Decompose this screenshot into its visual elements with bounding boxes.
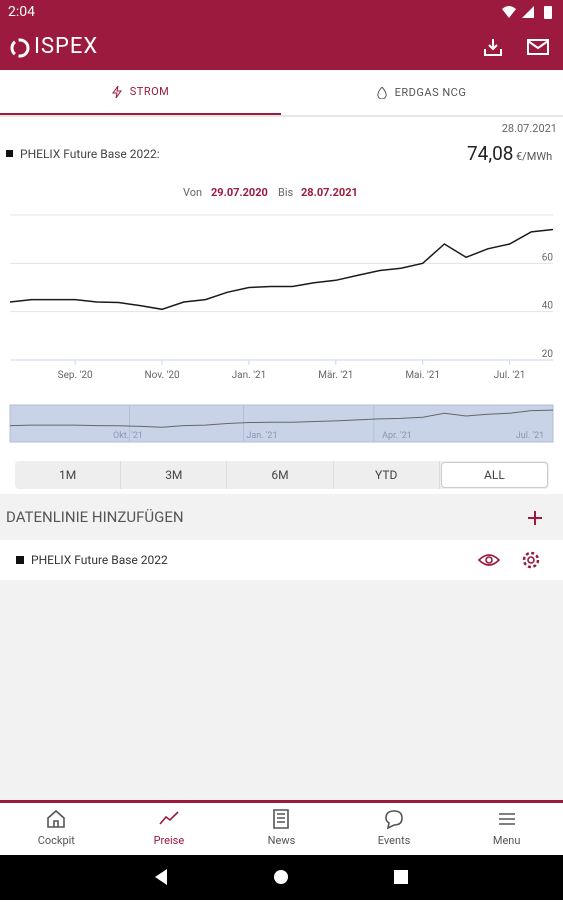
nav-icon (273, 809, 290, 829)
quote-date: 28.07.2021 (501, 122, 557, 135)
data-line-header: DATENLINIE HINZUFÜGEN (0, 494, 563, 540)
data-line-title: DATENLINIE HINZUFÜGEN (6, 508, 184, 526)
nav-label: Events (377, 834, 411, 847)
nav-icon (498, 813, 515, 825)
y-tick-label: 40 (542, 301, 554, 312)
mail-button[interactable] (527, 38, 549, 56)
tab-label: STROM (129, 85, 170, 98)
quote-value: 74,08 (467, 142, 514, 165)
range-button[interactable]: 1M (15, 461, 122, 489)
add-button[interactable] (527, 510, 543, 526)
app-bar: ISPEX (0, 25, 563, 70)
series-swatch (16, 556, 24, 564)
nav-icon (385, 810, 403, 830)
quote: 28.07.2021 PHELIX Future Base 2022: 74,0… (0, 118, 563, 199)
status-bar: 2:04 (0, 0, 563, 25)
x-tick-label: Jul. '21 (494, 370, 526, 381)
y-tick-label: 20 (542, 349, 554, 360)
nav-icon (47, 809, 66, 828)
data-line-item: PHELIX Future Base 2022 (0, 540, 563, 580)
icon-shape (273, 809, 290, 829)
time: 2:04 (8, 4, 35, 20)
nav-item[interactable]: Preise (113, 803, 226, 855)
series-swatch (6, 150, 13, 157)
visibility-button[interactable] (478, 552, 500, 568)
tab-icon (377, 86, 387, 99)
icon-shape (377, 86, 387, 99)
tab-label: ERDGAS NCG (394, 86, 467, 99)
y-tick-label: 60 (542, 252, 554, 263)
data-line-name: PHELIX Future Base 2022 (31, 553, 168, 567)
icon-shape (159, 811, 179, 825)
to-date[interactable]: 28.07.2021 (301, 186, 358, 199)
navigator-bg (9, 404, 554, 443)
nav-label: News (267, 834, 296, 847)
nav-label: Menu (492, 834, 521, 847)
tabs: STROM ERDGAS NCG (0, 70, 563, 117)
tab[interactable]: STROM (0, 70, 281, 115)
nav-item[interactable]: Menu (450, 803, 563, 855)
x-tick-label: Jan. '21 (232, 370, 267, 381)
navigator-label: Jan. '21 (246, 431, 277, 441)
navigator-line (9, 409, 554, 428)
icon-shape (385, 810, 403, 830)
settings-button[interactable] (521, 550, 541, 570)
quote-label: PHELIX Future Base 2022: (20, 147, 160, 161)
bottom-nav: Cockpit Preise News Events Menu (0, 800, 563, 855)
to-label: Bis (278, 186, 294, 199)
system-nav (0, 855, 563, 900)
x-tick-label: Sep. '20 (58, 370, 93, 381)
app-title: ISPEX (34, 34, 99, 59)
range-button[interactable]: YTD (334, 461, 440, 489)
nav-item[interactable]: News (225, 803, 338, 855)
nav-icon (159, 811, 179, 825)
navigator-label: Apr. '21 (382, 431, 412, 441)
status-icons (502, 6, 552, 19)
range-button[interactable]: 6M (227, 461, 334, 489)
system-nav-icons (155, 869, 408, 885)
icon-shape (47, 809, 66, 828)
series-line (9, 228, 554, 311)
icon-shape (111, 85, 122, 98)
logo (10, 38, 30, 58)
nav-label: Preise (153, 834, 185, 847)
x-tick-label: Mai. '21 (405, 370, 440, 381)
tab-icon (111, 85, 122, 98)
range-button[interactable]: ALL (440, 462, 549, 488)
chart: 20 40 60 Sep. '20 Nov. '20 Jan. '21 Mär. '21 Ma… (9, 214, 554, 443)
quote-unit: €/MWh (516, 150, 553, 163)
from-date[interactable]: 29.07.2020 (211, 186, 268, 199)
nav-item[interactable]: Cockpit (0, 803, 113, 855)
navigator-label: Jul. '21 (516, 431, 544, 441)
icon-shape (498, 813, 515, 825)
x-tick-label: Nov. '20 (144, 370, 180, 381)
x-tick-label: Mär. '21 (318, 370, 353, 381)
nav-item[interactable]: Events (338, 803, 451, 855)
range-buttons: 1M 3M 6M YTD ALL (15, 461, 549, 489)
range-button[interactable]: 3M (121, 461, 228, 489)
nav-label: Cockpit (37, 834, 75, 847)
from-label: Von (183, 186, 203, 199)
navigator-label: Okt. '21 (113, 431, 143, 441)
tab[interactable]: ERDGAS NCG (281, 70, 562, 115)
download-button[interactable] (483, 37, 503, 57)
